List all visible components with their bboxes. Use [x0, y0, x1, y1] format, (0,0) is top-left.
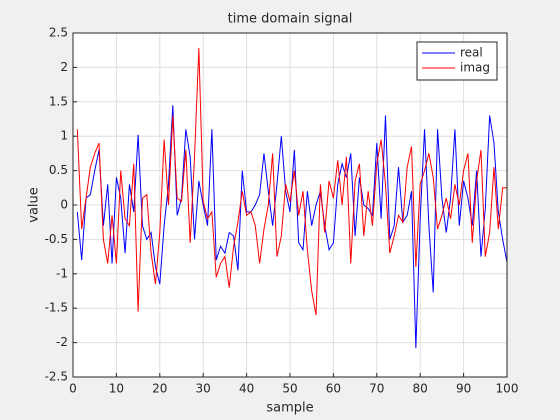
y-tick-label: -2.5	[45, 370, 68, 384]
chart-title: time domain signal	[228, 12, 353, 27]
x-tick-label: 100	[496, 382, 519, 396]
y-tick-label: 1	[60, 129, 68, 143]
x-tick-label: 90	[456, 382, 471, 396]
y-tick-label: -0.5	[45, 232, 68, 246]
x-tick-label: 70	[369, 382, 384, 396]
y-tick-label: 0	[60, 198, 68, 212]
y-tick-label: -2	[56, 335, 68, 349]
x-tick-label: 40	[239, 382, 254, 396]
x-tick-label: 80	[413, 382, 428, 396]
legend-label: imag	[460, 61, 490, 75]
x-tick-label: 20	[152, 382, 167, 396]
x-tick-label: 10	[109, 382, 124, 396]
axes-box	[72, 32, 508, 378]
x-axis-label: sample	[266, 401, 313, 416]
x-tick-label: 30	[196, 382, 211, 396]
y-tick-label: -1	[56, 266, 68, 280]
y-tick-label: 2.5	[49, 26, 68, 40]
x-tick-label: 0	[69, 382, 77, 396]
series-line	[76, 105, 508, 349]
y-tick-label: 0.5	[49, 163, 68, 177]
y-tick-label: 2	[60, 60, 68, 74]
x-tick-label: 60	[326, 382, 341, 396]
legend-label: real	[460, 46, 483, 60]
y-tick-label: -1.5	[45, 301, 68, 315]
y-tick-label: 1.5	[49, 94, 68, 108]
legend-box	[416, 41, 498, 81]
x-tick-label: 50	[282, 382, 297, 396]
y-axis-label: value	[27, 187, 42, 223]
series-line	[76, 48, 507, 316]
